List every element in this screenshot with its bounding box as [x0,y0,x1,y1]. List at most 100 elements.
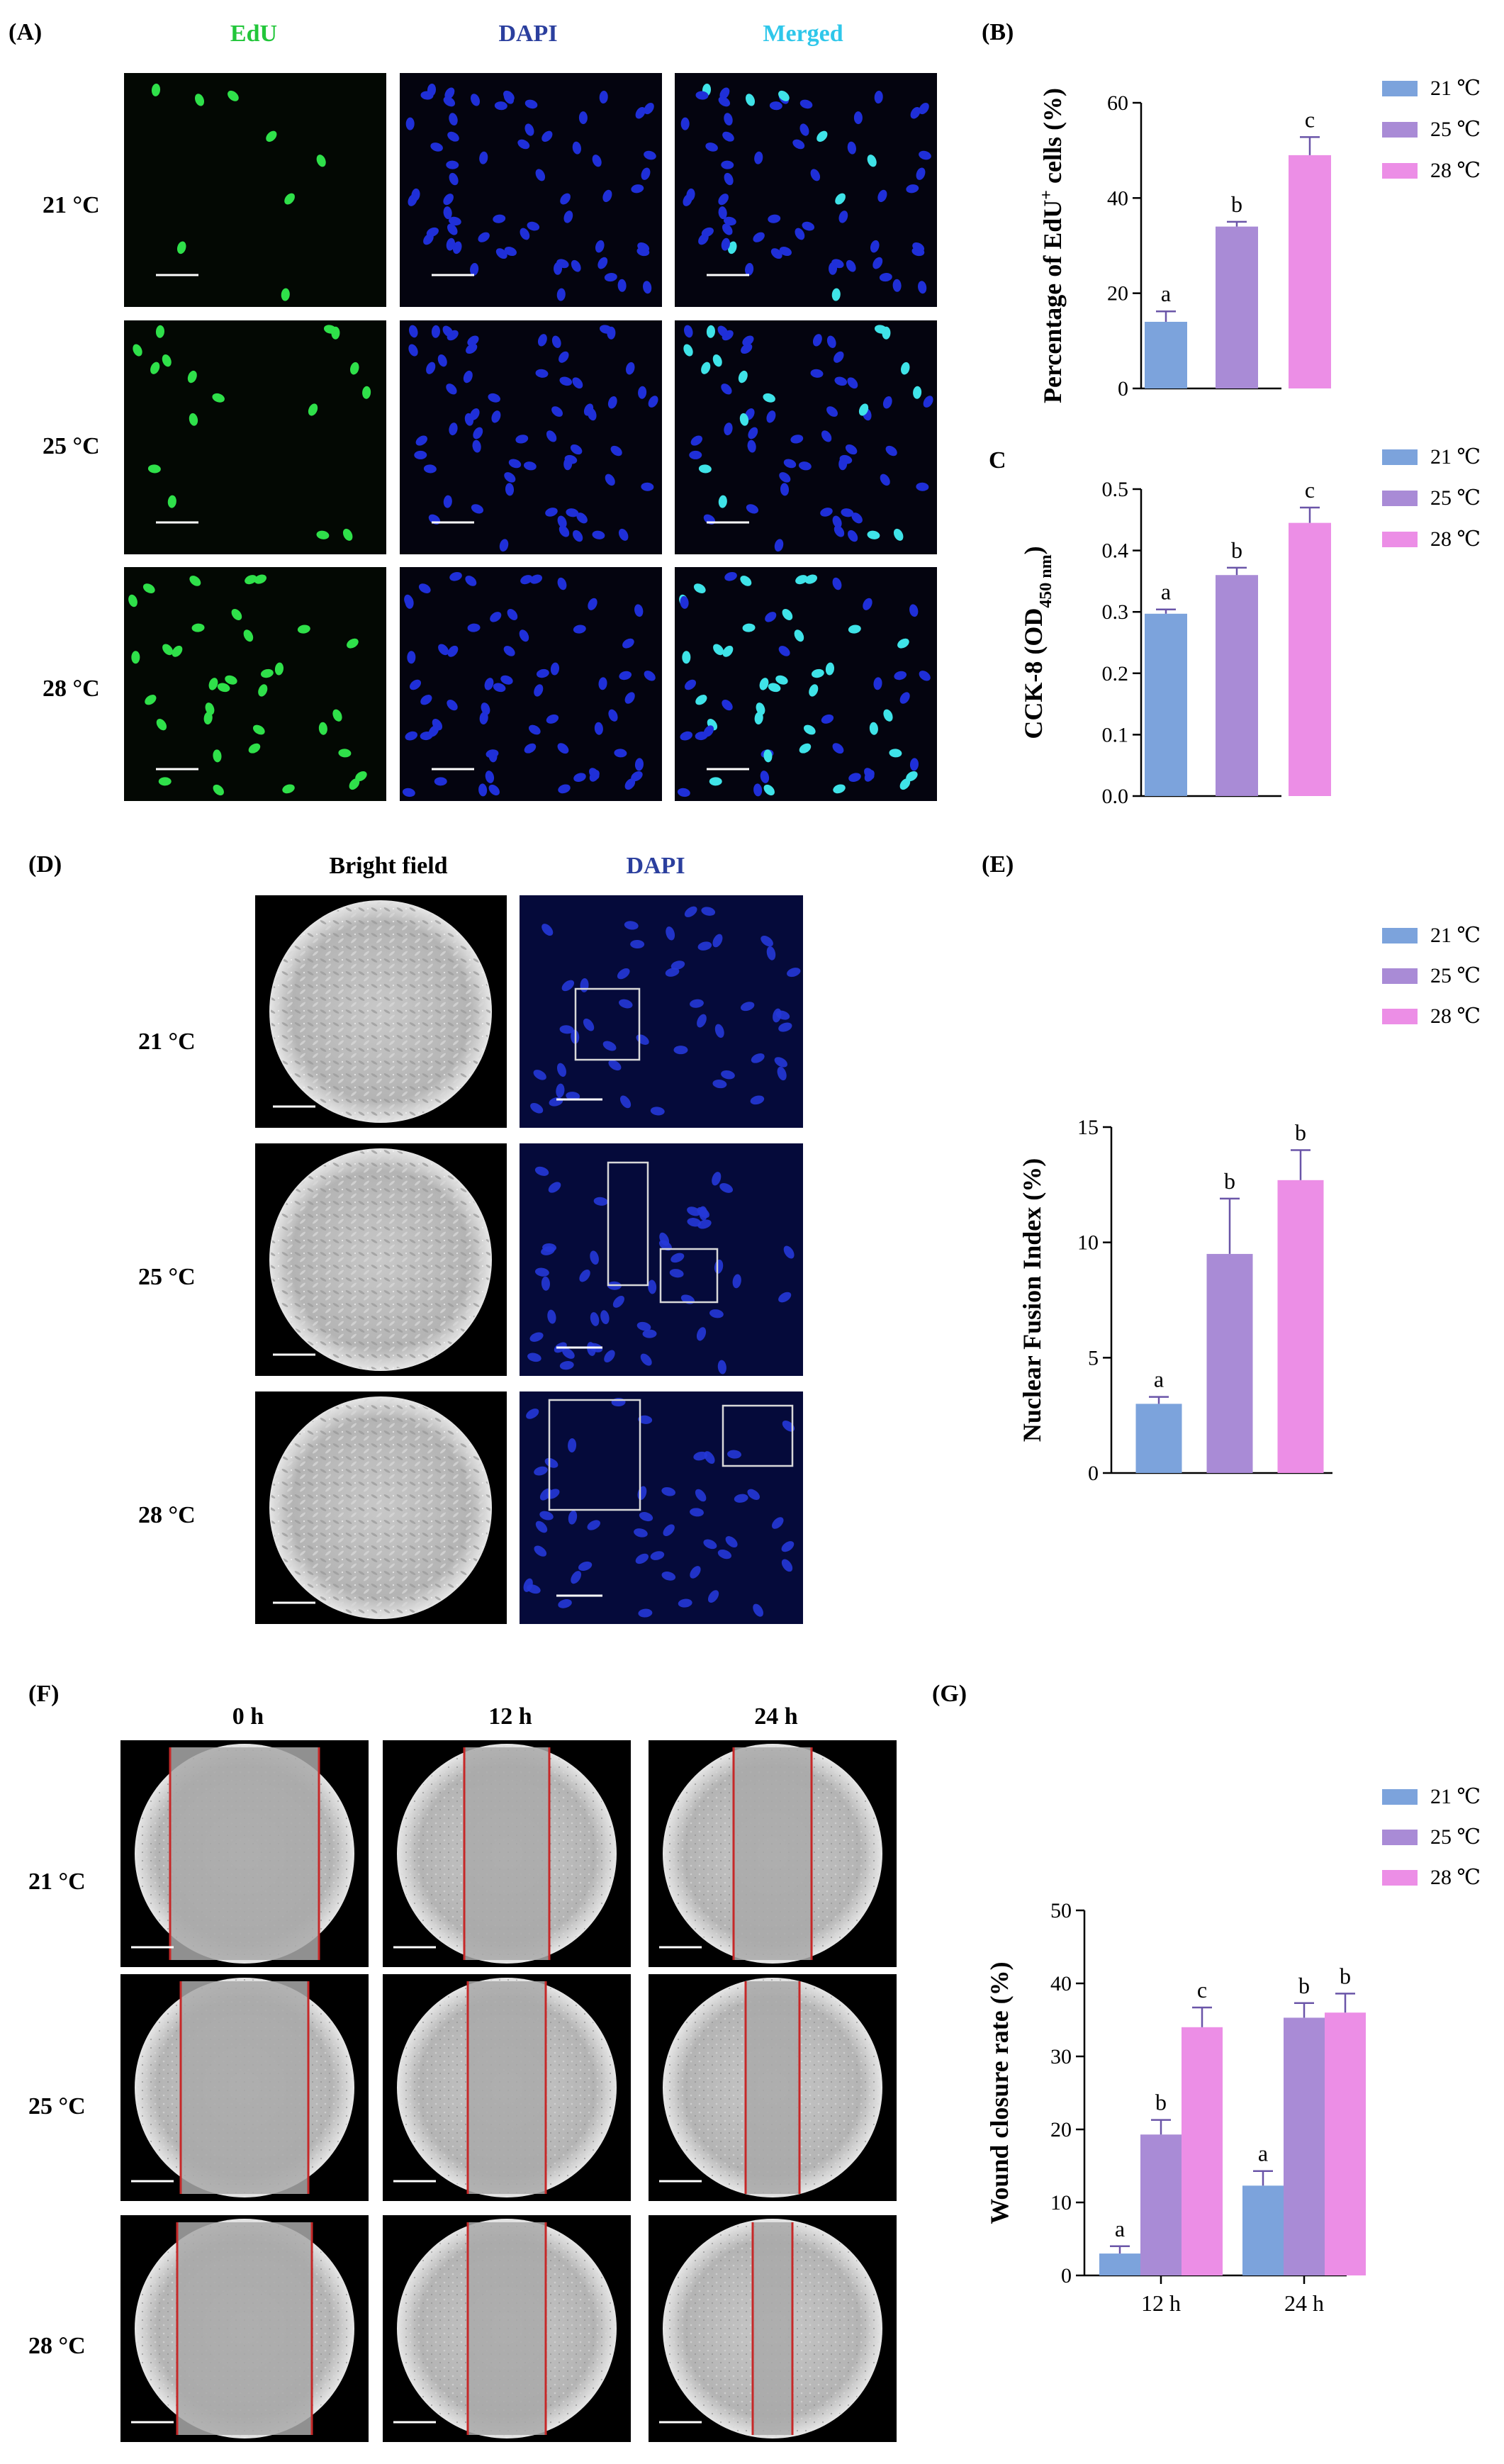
nucleus [780,483,790,496]
col-header-dapi-d: DAPI [626,853,685,879]
nucleus [162,644,173,656]
scratch-area [468,1981,546,2194]
nucleus [556,259,569,269]
significance-letter: b [1224,1168,1235,1194]
nucleus [485,771,495,783]
chart-panel-label: (G) [932,1681,967,1707]
y-tick-label: 0 [1061,2264,1072,2287]
micrograph-background [124,567,386,801]
y-tick-label: 0.3 [1102,600,1129,624]
nucleus [617,968,630,980]
nucleus [781,1559,793,1572]
nucleus [598,677,607,690]
nucleus [493,683,506,693]
nucleus [845,444,858,455]
nucleus [494,101,507,111]
nucleus [648,396,658,408]
y-tick-label: 0.2 [1102,662,1129,685]
nucleus [420,731,433,741]
nucleus [703,1539,717,1550]
fusion-highlight-box [607,1161,649,1287]
nucleus [478,232,490,242]
nucleus [883,709,893,722]
nucleus [557,577,567,590]
bar [1289,522,1331,796]
bar [1242,2185,1284,2275]
nucleus [443,495,452,508]
nucleus [529,574,543,584]
nucleus [747,439,756,453]
micrograph-background [675,567,937,801]
nucleus [768,683,781,693]
nucleus [680,595,689,609]
nucleus [765,612,777,622]
nucleus [739,413,749,426]
nucleus [638,1415,653,1424]
nucleus [701,907,716,916]
nucleus [464,413,474,426]
nucleus [619,1095,632,1109]
nucleus [550,662,560,676]
nucleus [775,675,788,685]
nucleus [638,1608,653,1618]
nucleus [355,771,367,782]
nucleus [449,422,458,436]
y-tick-label: 15 [1077,1116,1099,1139]
nucleus [566,508,579,517]
nucleus [342,528,353,541]
nucleus [748,427,758,439]
nucleus [848,530,858,542]
nucleus [847,377,858,389]
row-label-f-25: 25 °C [28,2093,86,2119]
bar-charts: (B) 0 20 40 60 Percentage of EdU+ cells (%) a b… [932,19,1481,2316]
nucleus [490,612,502,622]
nucleus [187,370,197,383]
nucleus [634,604,644,617]
nucleus [551,335,561,348]
nucleus [695,731,708,741]
nucleus [869,722,878,735]
nucleus [274,662,284,676]
nucleus [779,472,791,483]
nucleus [572,141,581,155]
bar [1277,1180,1324,1473]
nucleus [778,1022,792,1032]
nucleus [658,1240,672,1251]
legend-swatch [1382,122,1418,138]
legend-swatch [1382,1830,1418,1845]
nucleus [568,1438,577,1452]
nucleus [641,167,651,180]
nucleus [488,393,500,403]
nucleus [918,281,927,294]
nucleus [266,130,277,142]
nucleus [751,1053,765,1063]
nucleus [820,508,833,517]
nucleus [697,1219,712,1229]
nucleus [741,343,753,354]
nucleus [208,678,218,690]
nucleus [690,1566,701,1579]
nucleus [426,227,439,237]
scratch-area [753,2222,792,2435]
legend-label: 28 ℃ [1430,527,1481,551]
bar [1216,226,1258,388]
legend-label: 25 ℃ [1430,964,1481,987]
nucleus [642,1329,657,1338]
nucleus [648,1279,657,1294]
nucleus [228,90,239,101]
nucleus [705,142,718,152]
nucleus [639,1511,653,1522]
nucleus [812,334,822,347]
nucleus [541,924,554,936]
nucleus [527,221,540,231]
nucleus [504,472,516,483]
significance-letter: a [1258,2141,1268,2166]
nucleus [781,1541,795,1552]
nucleus [213,784,224,796]
nucleus [559,525,570,537]
nucleus [906,184,919,194]
nucleus [347,638,359,649]
y-axis-label-tail: ) [1019,546,1048,554]
nucleus [754,151,763,164]
nucleus [795,575,808,585]
